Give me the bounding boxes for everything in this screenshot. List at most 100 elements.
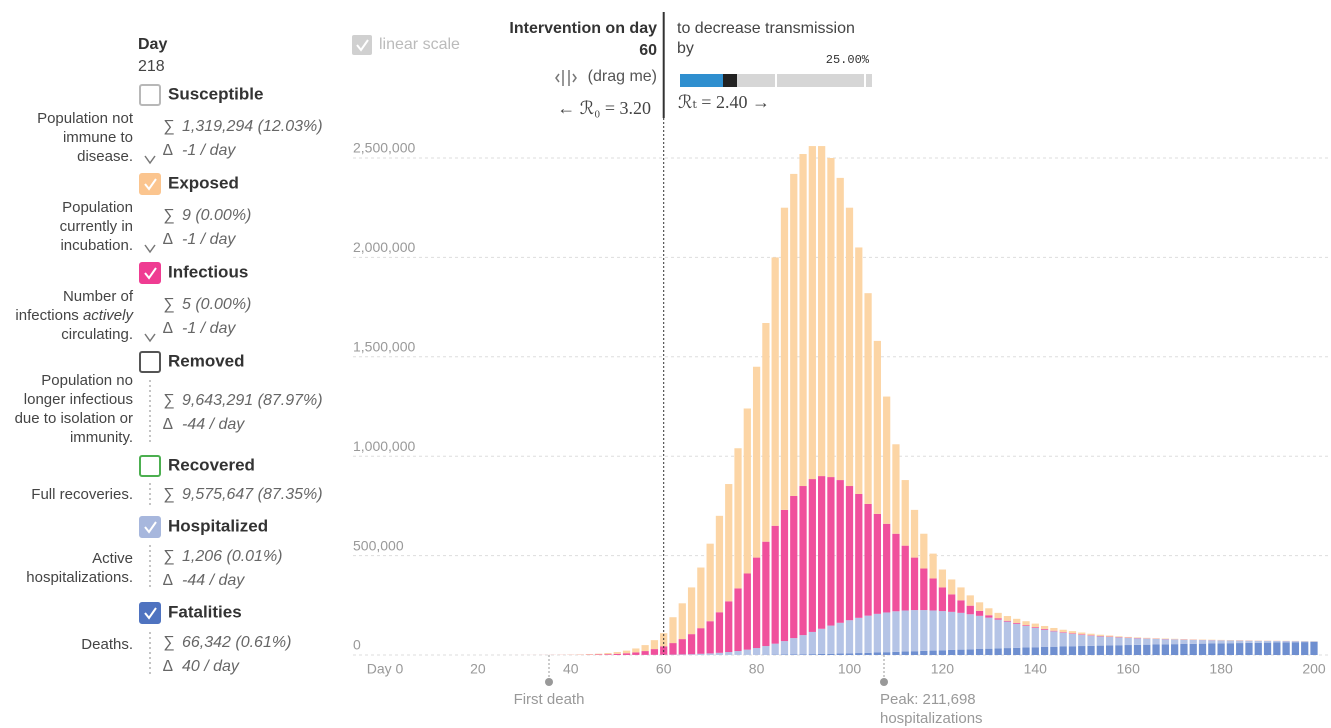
checkbox[interactable] (139, 516, 161, 538)
bar-segment (1050, 627, 1058, 631)
sum-value: 1,319,294 (12.03%) (182, 118, 323, 135)
r0-label: ← ℛ₀ = 3.20 (557, 98, 651, 118)
bar-segment (1096, 634, 1104, 637)
checkbox[interactable] (139, 455, 161, 477)
bar-segment (725, 652, 733, 655)
bar-segment (827, 653, 835, 655)
delta-symbol: ∆ (163, 320, 173, 337)
bar-segment (1115, 645, 1123, 655)
bar-segment (1273, 641, 1281, 643)
delta-value: -1 / day (182, 320, 236, 337)
drag-icon[interactable] (555, 70, 577, 86)
bar-segment (725, 601, 733, 653)
bar-segment (1105, 635, 1114, 637)
bar-segment (994, 618, 1002, 620)
bar-segment (697, 628, 705, 654)
bar-segment (1254, 642, 1262, 655)
bar-segment (1217, 640, 1225, 644)
decrease-label: to decrease transmission (677, 20, 855, 37)
bar-segment (975, 602, 984, 611)
bar-segment (957, 587, 965, 601)
y-tick-label: 2,500,000 (353, 140, 415, 156)
y-tick-label: 0 (353, 637, 361, 653)
rt-label: ℛₜ = 2.40 → (678, 92, 770, 112)
bar-segment (966, 595, 974, 606)
description-line: Population no (41, 372, 133, 389)
x-tick-label: 180 (1209, 661, 1233, 677)
delta-symbol: ∆ (163, 231, 173, 248)
bar-segment (1189, 639, 1197, 644)
linear-scale-label[interactable]: linear scale (379, 36, 460, 53)
bar-segment (948, 594, 956, 612)
bar-segment (752, 557, 761, 649)
x-tick-label: 200 (1302, 661, 1326, 677)
description-text: infections (15, 307, 78, 324)
bar-segment (1180, 643, 1188, 655)
bar-segment (1198, 640, 1207, 644)
compartment-name: Recovered (168, 455, 255, 474)
bar-segment (1124, 645, 1132, 655)
description-line: longer infectious (24, 391, 133, 408)
bar-segment (1040, 625, 1049, 629)
bar-segment (1078, 634, 1086, 647)
bar-segment (1022, 625, 1030, 648)
bar-segment (715, 515, 724, 613)
bar-segment (901, 480, 909, 546)
intervention-day[interactable]: 60 (639, 42, 657, 59)
bar-segment (771, 643, 779, 655)
bar-segment (975, 610, 984, 616)
description-line: Number of (63, 288, 134, 305)
compartment-name: Removed (168, 351, 245, 370)
bar-segment (836, 480, 844, 623)
bar-segment (687, 587, 696, 635)
linear-scale-checkbox[interactable] (352, 35, 372, 55)
checkmark (144, 267, 157, 280)
bar-segment (1096, 645, 1104, 655)
compartment-name: Infectious (168, 262, 248, 281)
x-tick-label: 60 (656, 661, 672, 677)
bar-segment (1180, 639, 1188, 644)
bar-segment (632, 652, 640, 655)
bar-segment (1087, 635, 1095, 646)
bar-segment (910, 651, 919, 655)
bar-segment (855, 653, 863, 655)
bar-segment (845, 207, 854, 487)
bar-segment (808, 654, 816, 655)
checkbox[interactable] (139, 262, 161, 284)
bar-segment (725, 484, 733, 602)
bar-segment (1050, 630, 1058, 632)
bar-segment (1040, 646, 1049, 655)
bar-segment (818, 653, 826, 655)
x-tick-label: 80 (749, 661, 765, 677)
description-line: circulating. (61, 326, 133, 343)
checkmark (144, 607, 157, 620)
bar-segment (808, 146, 816, 480)
bar-segment (1105, 637, 1114, 646)
bar-segment (966, 605, 974, 615)
bar-segment (864, 615, 872, 653)
bar-segment (790, 638, 798, 655)
bar-segment (845, 486, 854, 621)
checkbox[interactable] (139, 84, 161, 106)
checkbox[interactable] (139, 602, 161, 624)
flow-arrow (144, 333, 156, 343)
bar-segment (595, 654, 603, 655)
bar-segment (845, 653, 854, 655)
bar-segment (892, 651, 900, 655)
bar-segment (938, 611, 947, 651)
bar-segment (845, 620, 854, 654)
bar-segment (920, 533, 928, 569)
bar-segment (929, 610, 937, 651)
checkbox[interactable] (139, 173, 161, 195)
decrease-slider[interactable] (680, 74, 872, 87)
bar-segment (1040, 628, 1049, 630)
y-tick-label: 1,500,000 (353, 339, 415, 355)
checkbox[interactable] (139, 351, 161, 373)
bar-segment (1013, 622, 1021, 624)
bar-segment (790, 173, 798, 496)
delta-symbol: ∆ (163, 572, 173, 589)
bar-segment (836, 653, 844, 655)
bar-segment (1040, 629, 1049, 647)
bar-segment (743, 649, 751, 655)
